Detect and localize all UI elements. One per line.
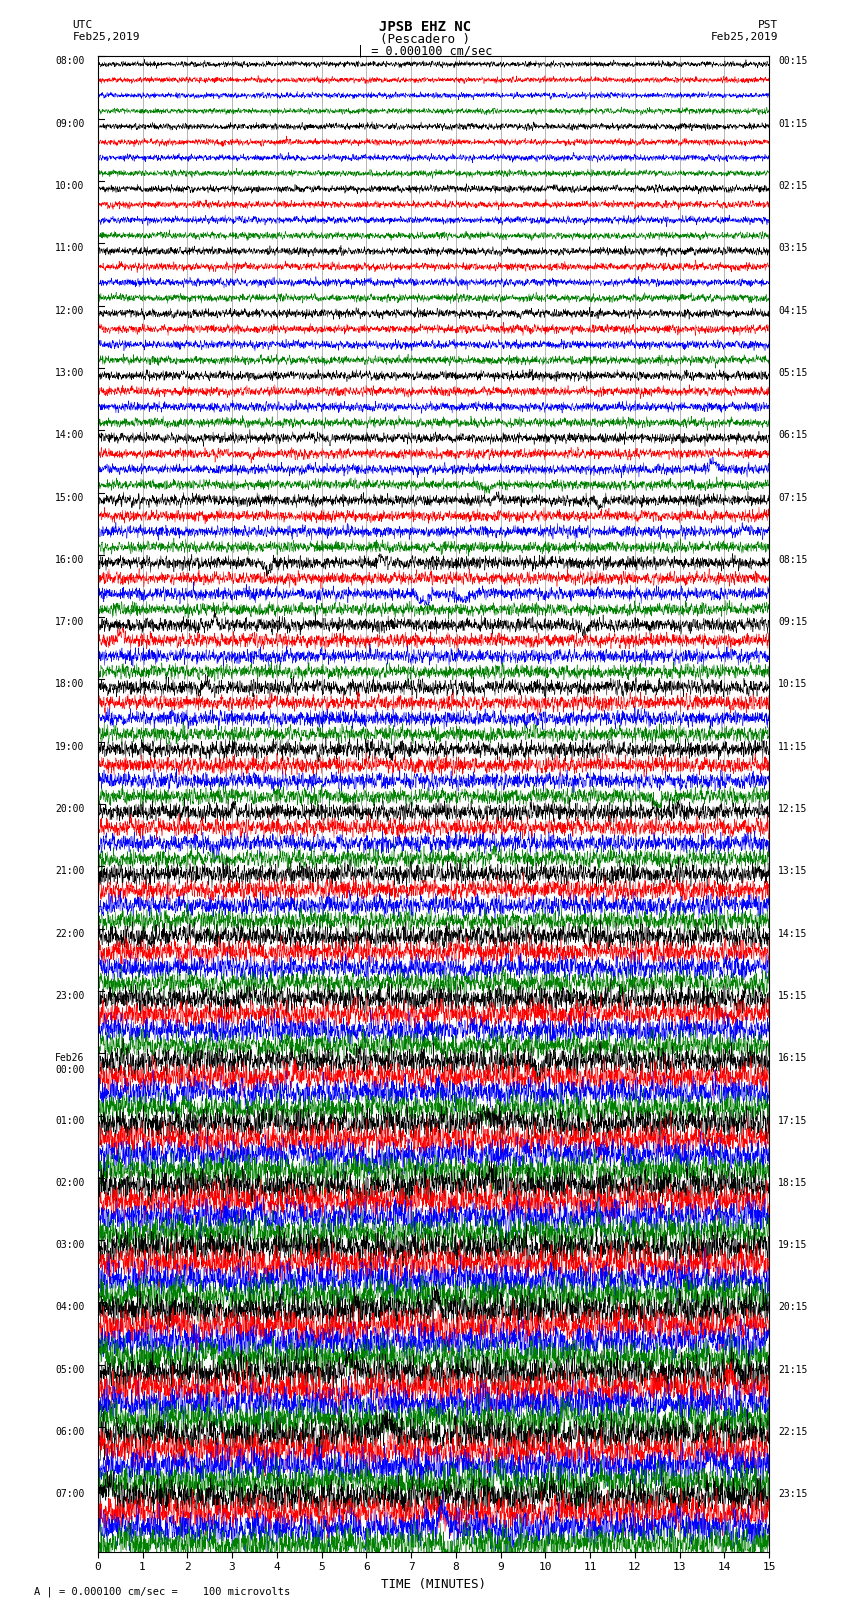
Text: UTC: UTC bbox=[72, 19, 93, 31]
Text: 20:15: 20:15 bbox=[779, 1303, 808, 1313]
Text: 10:15: 10:15 bbox=[779, 679, 808, 689]
Text: 06:15: 06:15 bbox=[779, 431, 808, 440]
Text: 23:00: 23:00 bbox=[55, 990, 84, 1002]
Text: 15:00: 15:00 bbox=[55, 492, 84, 503]
Text: 07:00: 07:00 bbox=[55, 1489, 84, 1500]
Text: 06:00: 06:00 bbox=[55, 1428, 84, 1437]
Text: 23:15: 23:15 bbox=[779, 1489, 808, 1500]
Text: 17:00: 17:00 bbox=[55, 618, 84, 627]
X-axis label: TIME (MINUTES): TIME (MINUTES) bbox=[381, 1578, 486, 1590]
Text: 05:15: 05:15 bbox=[779, 368, 808, 377]
Text: 20:00: 20:00 bbox=[55, 805, 84, 815]
Text: 01:00: 01:00 bbox=[55, 1116, 84, 1126]
Text: 18:00: 18:00 bbox=[55, 679, 84, 689]
Text: 12:00: 12:00 bbox=[55, 306, 84, 316]
Text: 04:00: 04:00 bbox=[55, 1303, 84, 1313]
Text: 21:00: 21:00 bbox=[55, 866, 84, 876]
Text: Feb25,2019: Feb25,2019 bbox=[711, 32, 778, 42]
Text: 11:00: 11:00 bbox=[55, 244, 84, 253]
Text: 02:15: 02:15 bbox=[779, 181, 808, 190]
Text: 00:15: 00:15 bbox=[779, 56, 808, 66]
Text: Feb25,2019: Feb25,2019 bbox=[72, 32, 139, 42]
Text: 18:15: 18:15 bbox=[779, 1177, 808, 1187]
Text: 04:15: 04:15 bbox=[779, 306, 808, 316]
Text: Feb26
00:00: Feb26 00:00 bbox=[55, 1053, 84, 1074]
Text: 13:15: 13:15 bbox=[779, 866, 808, 876]
Text: 19:00: 19:00 bbox=[55, 742, 84, 752]
Text: 08:15: 08:15 bbox=[779, 555, 808, 565]
Text: 14:00: 14:00 bbox=[55, 431, 84, 440]
Text: 17:15: 17:15 bbox=[779, 1116, 808, 1126]
Text: 10:00: 10:00 bbox=[55, 181, 84, 190]
Text: 19:15: 19:15 bbox=[779, 1240, 808, 1250]
Text: 09:00: 09:00 bbox=[55, 119, 84, 129]
Text: | = 0.000100 cm/sec: | = 0.000100 cm/sec bbox=[357, 44, 493, 58]
Text: 05:00: 05:00 bbox=[55, 1365, 84, 1374]
Text: A | = 0.000100 cm/sec =    100 microvolts: A | = 0.000100 cm/sec = 100 microvolts bbox=[34, 1586, 290, 1597]
Text: PST: PST bbox=[757, 19, 778, 31]
Text: 03:00: 03:00 bbox=[55, 1240, 84, 1250]
Text: 22:15: 22:15 bbox=[779, 1428, 808, 1437]
Text: (Pescadero ): (Pescadero ) bbox=[380, 32, 470, 47]
Text: 15:15: 15:15 bbox=[779, 990, 808, 1002]
Text: JPSB EHZ NC: JPSB EHZ NC bbox=[379, 19, 471, 34]
Text: 22:00: 22:00 bbox=[55, 929, 84, 939]
Text: 12:15: 12:15 bbox=[779, 805, 808, 815]
Text: 02:00: 02:00 bbox=[55, 1177, 84, 1187]
Text: 21:15: 21:15 bbox=[779, 1365, 808, 1374]
Text: 14:15: 14:15 bbox=[779, 929, 808, 939]
Text: 16:00: 16:00 bbox=[55, 555, 84, 565]
Text: 09:15: 09:15 bbox=[779, 618, 808, 627]
Text: 07:15: 07:15 bbox=[779, 492, 808, 503]
Text: 16:15: 16:15 bbox=[779, 1053, 808, 1063]
Text: 13:00: 13:00 bbox=[55, 368, 84, 377]
Text: 03:15: 03:15 bbox=[779, 244, 808, 253]
Text: 11:15: 11:15 bbox=[779, 742, 808, 752]
Text: 08:00: 08:00 bbox=[55, 56, 84, 66]
Text: 01:15: 01:15 bbox=[779, 119, 808, 129]
